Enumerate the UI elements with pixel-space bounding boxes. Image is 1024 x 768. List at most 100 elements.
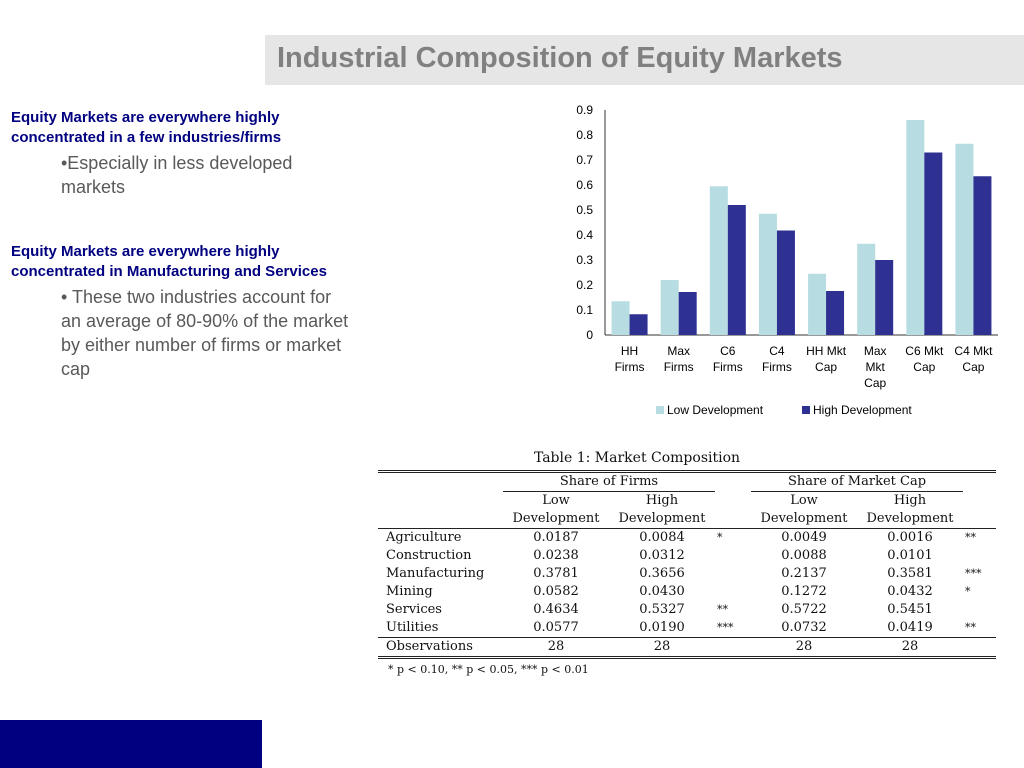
bar-high-development (629, 314, 648, 335)
bullet-industries-share: • These two industries account for an av… (61, 287, 349, 379)
cell-value: 0.5327 (639, 602, 685, 617)
cell-value: 0.0582 (533, 584, 579, 599)
x-tick-label: Cap (864, 376, 886, 390)
y-tick-label: 0.8 (576, 128, 593, 142)
cell-value: 0.3781 (533, 566, 579, 581)
x-tick-label: HH Mkt (806, 344, 847, 358)
cell-value: 0.0419 (887, 620, 933, 635)
x-tick-label: Firms (713, 360, 743, 374)
cell-value: 0.5451 (887, 602, 933, 617)
x-tick-label: Mkt (866, 360, 886, 374)
legend-label: High Development (813, 403, 912, 417)
y-tick-label: 0.7 (576, 153, 593, 167)
table-row: Services 0.4634 0.5327 ** 0.5722 0.5451 (378, 601, 996, 619)
x-tick-label: C4 Mkt (954, 344, 993, 358)
cell-value: 0.0577 (533, 620, 579, 635)
significance-stars: ** (965, 531, 976, 544)
significance-stars: ** (965, 621, 976, 634)
cell-value: 0.0190 (639, 620, 685, 635)
heading-manufacturing: Equity Markets are everywhere highly con… (11, 243, 327, 280)
bar-low-development (808, 273, 827, 335)
x-tick-label: C6 Mkt (905, 344, 944, 358)
cell-value: 0.2137 (781, 566, 827, 581)
footer-navy-block (0, 720, 262, 768)
significance-stars (963, 547, 996, 565)
cell-value: 0.0101 (887, 548, 933, 563)
legend-label: Low Development (667, 403, 764, 417)
col-high-label: High (645, 493, 679, 508)
col-high-label: High (893, 493, 927, 508)
cell-value: 0.0312 (639, 548, 685, 563)
y-tick-label: 0 (586, 328, 593, 342)
bar-high-development (678, 292, 697, 335)
table-row: Manufacturing 0.3781 0.3656 0.2137 0.358… (378, 565, 996, 583)
cell-value: 0.0084 (639, 530, 685, 545)
bar-low-development (955, 143, 974, 335)
table-row-observations: Observations 28 28 28 28 (378, 637, 996, 658)
y-tick-label: 0.4 (576, 228, 593, 242)
row-label: Mining (386, 584, 433, 599)
significance-stars: *** (965, 567, 982, 580)
x-tick-label: Cap (815, 360, 837, 374)
cell-value: 28 (901, 639, 919, 654)
col-development-label: Development (512, 511, 600, 526)
y-tick-label: 0.2 (576, 278, 593, 292)
col-development-label: Development (618, 511, 706, 526)
col-development-label: Development (866, 511, 954, 526)
y-tick-label: 0.1 (576, 303, 593, 317)
row-label: Observations (386, 639, 473, 654)
significance-stars: * (717, 531, 723, 544)
cell-value: 0.1272 (781, 584, 827, 599)
bar-high-development (973, 176, 992, 335)
cell-value: 0.4634 (533, 602, 579, 617)
x-tick-label: HH (621, 344, 638, 358)
y-tick-label: 0.9 (576, 103, 593, 117)
market-composition-table: Table 1: Market Composition Share of Fir… (378, 450, 996, 676)
cell-value: 0.0049 (781, 530, 827, 545)
bar-high-development (875, 260, 894, 335)
bar-high-development (826, 291, 845, 335)
row-label: Construction (386, 548, 472, 563)
cell-value: 0.3656 (639, 566, 685, 581)
x-tick-label: Max (864, 344, 887, 358)
title-bar: Industrial Composition of Equity Markets (265, 35, 1024, 85)
group-share-of-market-cap: Share of Market Cap (751, 471, 963, 492)
table-row: Construction 0.0238 0.0312 0.0088 0.0101 (378, 547, 996, 565)
col-low-label: Low (542, 493, 570, 508)
row-label: Agriculture (386, 530, 462, 545)
legend-swatch (656, 406, 664, 414)
x-tick-label: C4 (769, 344, 785, 358)
row-label: Manufacturing (386, 566, 485, 581)
row-label: Services (386, 602, 442, 617)
x-tick-label: Firms (664, 360, 694, 374)
bar-high-development (727, 205, 746, 335)
significance-stars (715, 565, 751, 583)
x-tick-label: Cap (913, 360, 935, 374)
cell-value: 0.5722 (781, 602, 827, 617)
cell-value: 0.0732 (781, 620, 827, 635)
significance-stars: ** (717, 603, 728, 616)
x-tick-label: Cap (962, 360, 984, 374)
x-tick-label: Max (667, 344, 690, 358)
table-row: Utilities 0.0577 0.0190 *** 0.0732 0.041… (378, 619, 996, 638)
bar-low-development (857, 243, 876, 335)
group-share-of-firms: Share of Firms (503, 471, 715, 492)
text-block-concentration: Equity Markets are everywhere highly con… (11, 108, 351, 199)
table-row: Agriculture 0.0187 0.0084 * 0.0049 0.001… (378, 528, 996, 548)
x-tick-label: Firms (762, 360, 792, 374)
legend-swatch (802, 406, 810, 414)
row-label: Utilities (386, 620, 439, 635)
y-tick-label: 0.6 (576, 178, 593, 192)
slide-title: Industrial Composition of Equity Markets (277, 42, 843, 74)
bar-high-development (776, 230, 795, 335)
text-block-manufacturing: Equity Markets are everywhere highly con… (11, 242, 351, 381)
table-row: Mining 0.0582 0.0430 0.1272 0.0432 * (378, 583, 996, 601)
cell-value: 28 (547, 639, 565, 654)
bar-high-development (924, 152, 943, 335)
col-low-label: Low (790, 493, 818, 508)
bar-low-development (660, 280, 679, 335)
bar-low-development (758, 213, 777, 335)
cell-value: 0.0430 (639, 584, 685, 599)
x-tick-label: C6 (720, 344, 736, 358)
significance-stars: *** (717, 621, 734, 634)
